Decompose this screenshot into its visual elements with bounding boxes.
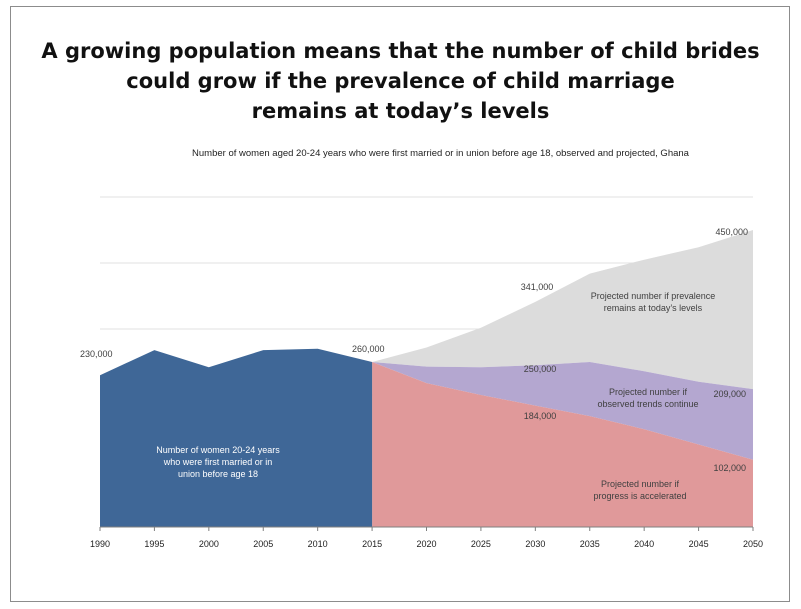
data-label: 102,000 (713, 463, 746, 473)
x-axis: 1990 1995 2000 2005 2010 2015 2020 2025 2030 2035… (90, 526, 763, 549)
x-tick-label: 1990 (90, 539, 110, 549)
annotation-observed-trends-line: Projected number if (609, 387, 688, 397)
annotation-constant-prevalence-line: Projected number if prevalence (591, 291, 716, 301)
annotation-observed-line: union before age 18 (178, 469, 258, 479)
x-tick-label: 2045 (689, 539, 709, 549)
data-label: 450,000 (715, 227, 748, 237)
chart-title-line-3: remains at today’s levels (251, 99, 550, 123)
x-tick-label: 2005 (253, 539, 273, 549)
annotation-observed: Number of women 20-24 years who were firs… (156, 445, 280, 479)
series-annotations: Projected number if prevalence remains at… (156, 291, 715, 501)
chart-title-line-2: could grow if the prevalence of child ma… (126, 69, 675, 93)
x-tick-label: 2010 (308, 539, 328, 549)
data-label: 250,000 (524, 364, 557, 374)
series-areas (100, 230, 753, 527)
x-tick-label: 2025 (471, 539, 491, 549)
series-area-accelerated (372, 362, 753, 527)
data-labels: 230,000 260,000 341,000 450,000 250,000 184,0… (80, 227, 748, 473)
annotation-accelerated: Projected number if progress is accelerat… (593, 479, 686, 501)
chart-subtitle: Number of women aged 20-24 years who wer… (192, 148, 689, 159)
x-tick-label: 2020 (416, 539, 436, 549)
x-tick-label: 2030 (525, 539, 545, 549)
data-label: 230,000 (80, 349, 113, 359)
data-label: 184,000 (524, 411, 557, 421)
series-area-constant-prevalence (372, 230, 753, 390)
annotation-accelerated-line: progress is accelerated (593, 491, 686, 501)
annotation-constant-prevalence: Projected number if prevalence remains at… (591, 291, 716, 313)
annotation-observed-trends-line: observed trends continue (597, 399, 698, 409)
series-area-observed (100, 348, 373, 527)
x-tick-label: 2015 (362, 539, 382, 549)
x-tick-label: 2035 (580, 539, 600, 549)
x-tick-label: 1995 (144, 539, 164, 549)
x-tick-label: 2000 (199, 539, 219, 549)
x-tick-label: 2050 (743, 539, 763, 549)
chart-title-line-1: A growing population means that the numb… (41, 39, 760, 63)
annotation-observed-trends: Projected number if observed trends conti… (597, 387, 698, 409)
data-label: 341,000 (521, 282, 554, 292)
annotation-observed-line: Number of women 20-24 years (156, 445, 280, 455)
x-tick-label: 2040 (634, 539, 654, 549)
chart-title: A growing population means that the numb… (0, 36, 801, 126)
annotation-accelerated-line: Projected number if (601, 479, 680, 489)
annotation-constant-prevalence-line: remains at today’s levels (604, 303, 703, 313)
data-label: 209,000 (713, 389, 746, 399)
annotation-observed-line: who were first married or in (163, 457, 273, 467)
data-label: 260,000 (352, 344, 385, 354)
